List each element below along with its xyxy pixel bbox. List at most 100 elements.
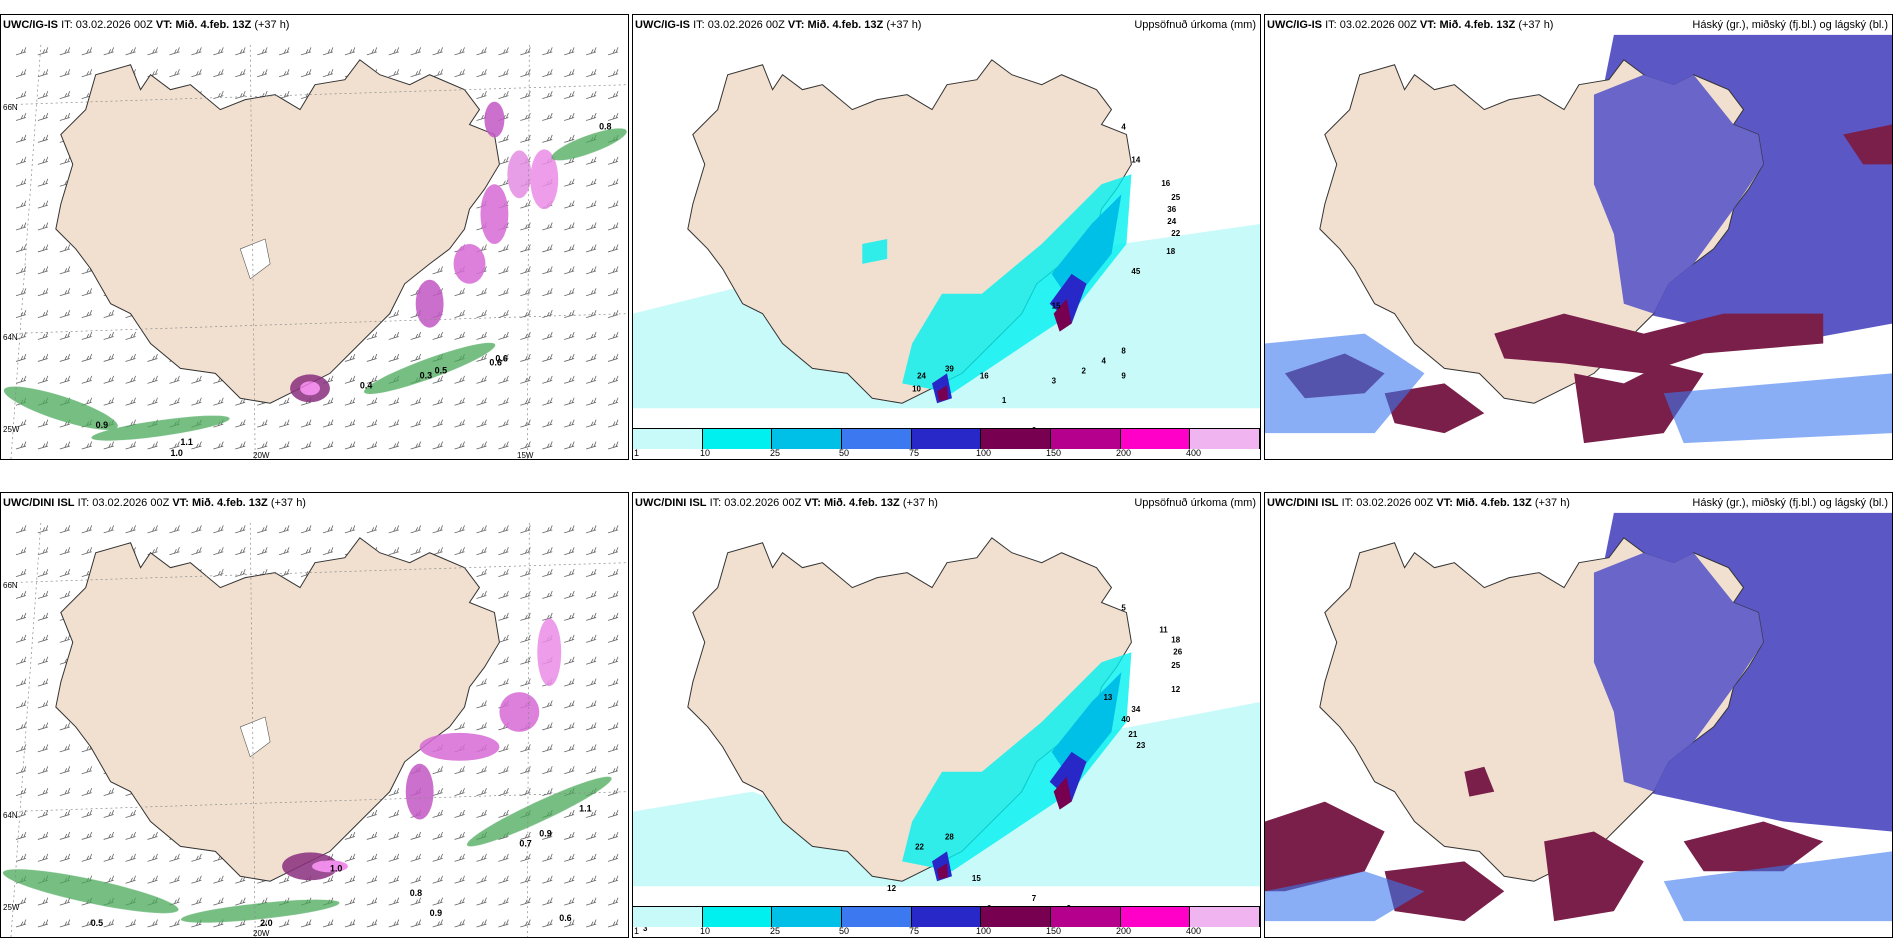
- lon-label: 15W: [517, 451, 534, 460]
- contour-label: 0.9: [430, 908, 442, 918]
- panel-wind-bottom: UWC/DINI ISL IT: 03.02.2026 00Z VT: Mið.…: [0, 492, 629, 938]
- panel-title: UWC/DINI ISL IT: 03.02.2026 00Z VT: Mið.…: [1267, 497, 1570, 509]
- cloud-title: Háský (gr.), miðský (fj.bl.) og lágský (…: [1692, 19, 1888, 31]
- panel-cloud-bottom: UWC/DINI ISL IT: 03.02.2026 00Z VT: Mið.…: [1264, 492, 1893, 938]
- legend-swatch: [1120, 907, 1191, 927]
- precip-label: 12: [1171, 685, 1180, 694]
- legend-swatch: [1120, 429, 1191, 449]
- precip-label: 5: [1121, 603, 1126, 612]
- snow-shading: [3, 128, 627, 441]
- precip-label: 7: [1032, 894, 1037, 903]
- iceland-land: [55, 537, 500, 882]
- panel-precip-bottom: UWC/DINI ISL IT: 03.02.2026 00Z VT: Mið.…: [632, 492, 1261, 938]
- legend-label: 50: [839, 926, 850, 936]
- contour-label: 0.8: [599, 121, 611, 131]
- panel-title: UWC/DINI ISL IT: 03.02.2026 00Z VT: Mið.…: [635, 497, 938, 509]
- lon-label: 25W: [3, 903, 20, 912]
- legend-labels: 1 10 25 50 75 100 150 200 400: [633, 926, 1260, 937]
- precip-map-bottom: 511182625123440212313282215679123: [633, 537, 1260, 933]
- gridlines: [10, 44, 628, 459]
- legend-label: 100: [976, 448, 992, 458]
- contour-label: 0.9: [96, 420, 108, 430]
- precip-label: 4: [1102, 356, 1107, 365]
- precip-label: 18: [1166, 247, 1175, 256]
- legend-swatch: [1051, 429, 1121, 449]
- legend-label: 100: [976, 926, 992, 936]
- precip-fill: [902, 652, 1132, 882]
- legend-label: 1: [634, 926, 640, 936]
- legend-label: 150: [1046, 448, 1062, 458]
- legend-label: 10: [700, 448, 711, 458]
- panel-title: UWC/IG-IS IT: 03.02.2026 00Z VT: Mið. 4.…: [3, 19, 290, 31]
- legend-label: 200: [1116, 926, 1132, 936]
- lon-label: 20W: [253, 929, 270, 938]
- contour-label: 0.4: [360, 380, 372, 390]
- legend-swatch: [702, 429, 773, 449]
- precip-label: 2: [1082, 366, 1087, 375]
- precip-title: Uppsöfnuð úrkoma (mm): [1134, 19, 1256, 31]
- legend-swatch: [633, 429, 703, 449]
- precip-label: 22: [1171, 229, 1180, 238]
- panel-wind-top: UWC/IG-IS IT: 03.02.2026 00Z VT: Mið. 4.…: [0, 14, 629, 460]
- gridlines: [10, 522, 628, 937]
- precip-label: 25: [1171, 661, 1180, 670]
- panel-title: UWC/IG-IS IT: 03.02.2026 00Z VT: Mið. 4.…: [635, 19, 922, 31]
- precip-label: 26: [1173, 647, 1182, 656]
- legend-swatch: [702, 907, 773, 927]
- cloud-map-top: [1265, 34, 1892, 444]
- precip-label: 22: [915, 842, 924, 851]
- precip-label: 15: [1052, 302, 1061, 311]
- precip-legend: [633, 428, 1260, 449]
- legend-label: 150: [1046, 926, 1062, 936]
- contour-label: 1.0: [170, 448, 182, 458]
- precip-label: 24: [917, 371, 926, 380]
- contour-label: 0.3: [420, 370, 432, 380]
- iceland-land: [55, 59, 500, 404]
- legend-swatch: [1190, 429, 1260, 449]
- precip-label: 25: [1171, 193, 1180, 202]
- lon-label: 20W: [253, 451, 270, 460]
- panel-title: UWC/IG-IS IT: 03.02.2026 00Z VT: Mið. 4.…: [1267, 19, 1554, 31]
- precip-label: 13: [1103, 693, 1112, 702]
- lon-label: 25W: [3, 425, 20, 434]
- precip-label: 45: [1131, 267, 1140, 276]
- legend-label: 200: [1116, 448, 1132, 458]
- precip-label: 36: [1167, 205, 1176, 214]
- legend-label: 1: [634, 448, 640, 458]
- legend-swatch: [981, 907, 1052, 927]
- contour-label: 1.1: [180, 437, 192, 447]
- legend-swatch: [911, 907, 982, 927]
- legend-swatch: [772, 907, 843, 927]
- precip-label: 15: [972, 874, 981, 883]
- legend-swatch: [981, 429, 1052, 449]
- precip-title: Uppsöfnuð úrkoma (mm): [1134, 497, 1256, 509]
- precip-label: 3: [643, 924, 648, 933]
- low-cloud: [1265, 766, 1824, 922]
- lat-label: 66N: [3, 581, 18, 590]
- precip-label: 14: [1131, 155, 1140, 164]
- cloud-map-bottom: [1265, 512, 1892, 922]
- precip-label: 12: [887, 884, 896, 893]
- legend-swatch: [1051, 907, 1121, 927]
- legend-swatch: [1190, 907, 1260, 927]
- precip-label: 24: [1167, 217, 1176, 226]
- panel-precip-top: UWC/IG-IS IT: 03.02.2026 00Z VT: Mið. 4.…: [632, 14, 1261, 460]
- precip-label: 34: [1131, 705, 1140, 714]
- precip-label: 11: [1159, 625, 1168, 634]
- panel-title: UWC/DINI ISL IT: 03.02.2026 00Z VT: Mið.…: [3, 497, 306, 509]
- legend-swatch: [772, 429, 843, 449]
- precip-map-top: 4141625362422451815891233916241064: [633, 59, 1260, 435]
- precip-label: 40: [1121, 715, 1130, 724]
- precip-label: 10: [912, 384, 921, 393]
- panel-cloud-top: UWC/IG-IS IT: 03.02.2026 00Z VT: Mið. 4.…: [1264, 14, 1893, 460]
- precip-label: 4: [1121, 122, 1126, 131]
- contour-label: 0.5: [435, 365, 447, 375]
- legend-swatch: [842, 907, 912, 927]
- precip-legend: [633, 906, 1260, 927]
- legend-swatch: [842, 429, 912, 449]
- precip-label: 16: [980, 371, 989, 380]
- precip-label: 18: [1171, 635, 1180, 644]
- legend-swatch: [911, 429, 982, 449]
- legend-labels: 1 10 25 50 75 100 150 200 400: [633, 448, 1260, 459]
- legend-swatch: [633, 907, 703, 927]
